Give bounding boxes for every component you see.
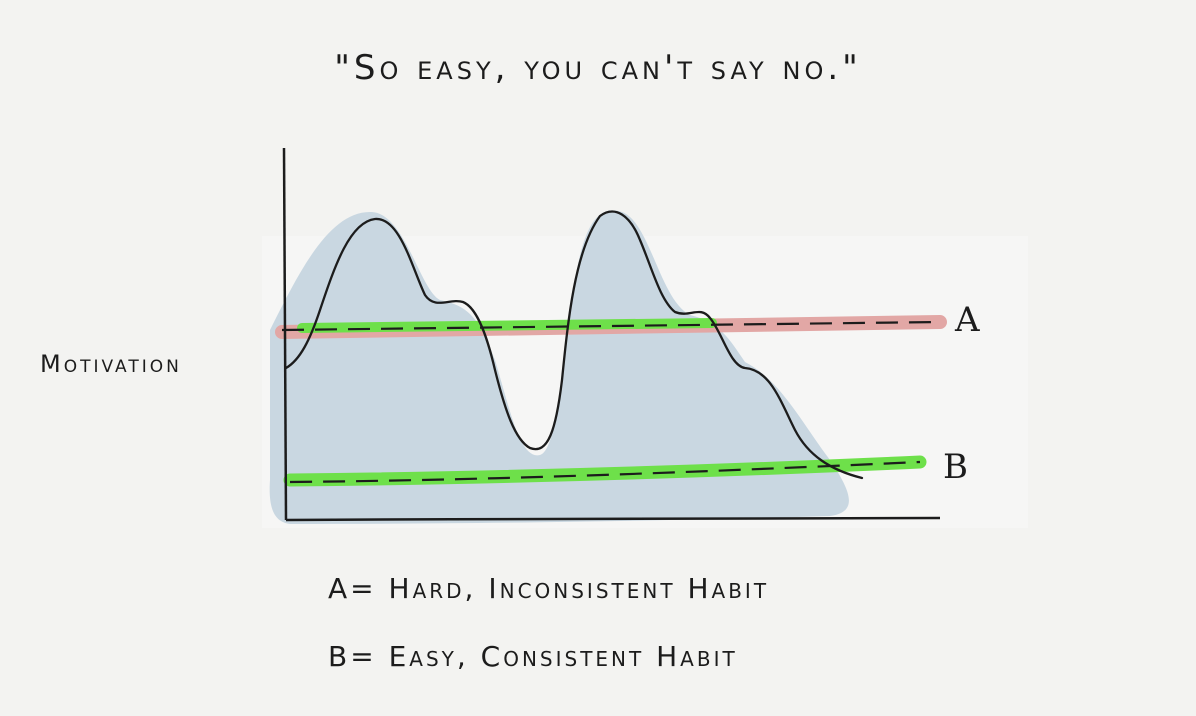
x-axis bbox=[285, 516, 941, 522]
line-a-dashed bbox=[281, 320, 941, 332]
line-a-label: A bbox=[955, 300, 980, 340]
line-a-green-highlight bbox=[297, 318, 717, 333]
line-b-dashed bbox=[289, 460, 921, 484]
motivation-curve bbox=[284, 210, 864, 480]
legend-item-a: A= Hard, Inconsistent Habit bbox=[328, 572, 770, 605]
diagram-title: "So easy, you can't say no." bbox=[334, 48, 862, 88]
line-b-label: B bbox=[943, 447, 968, 487]
y-axis bbox=[282, 147, 288, 521]
motivation-area bbox=[269, 210, 849, 524]
legend-item-b: B= Easy, Consistent Habit bbox=[328, 640, 738, 673]
y-axis-label: Motivation bbox=[40, 350, 182, 378]
